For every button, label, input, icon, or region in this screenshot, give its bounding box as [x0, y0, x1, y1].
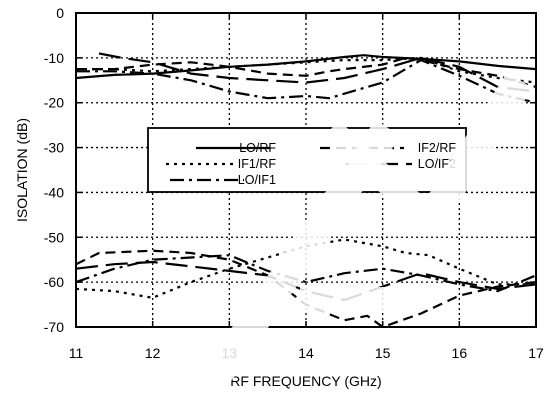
tick-marks: [75, 12, 537, 328]
watermark-stroke-1: [191, 119, 401, 394]
x-tick-label: 12: [145, 345, 161, 361]
series-lines: [75, 52, 537, 329]
y-axis-label: ISOLATION (dB): [14, 118, 30, 222]
series-line-lo-if2-8: [75, 260, 537, 302]
x-tick-label: 17: [528, 345, 544, 361]
legend-box: [147, 127, 467, 193]
x-tick-label: 14: [298, 345, 314, 361]
series-line-lo-if1-4: [76, 58, 537, 104]
x-tick-label: 15: [375, 345, 391, 361]
series-line-if2-rf-6: [75, 249, 537, 329]
tick-labels: 111213141516170-10-20-30-40-50-60-70: [44, 5, 544, 361]
legend-label-if1-rf: IF1/RF: [238, 157, 277, 171]
y-tick-label: -40: [44, 184, 64, 200]
legend-label-lo-rf: LO/RF: [239, 141, 276, 155]
y-tick-label: -10: [44, 50, 64, 66]
series-line-lo-if2-3: [98, 52, 537, 93]
watermark: [191, 71, 533, 394]
series-line-lo-rf-0: [75, 54, 537, 80]
y-tick-label: -50: [44, 229, 64, 245]
legend-label-lo-if1: LO/IF1: [238, 173, 276, 187]
y-tick-label: 0: [56, 5, 64, 21]
y-tick-label: -20: [44, 95, 64, 111]
series-line-if2-rf-1: [76, 56, 537, 89]
y-tick-label: -60: [44, 274, 64, 290]
x-tick-label: 16: [452, 345, 468, 361]
watermark-stroke-2: [321, 120, 439, 230]
watermark-stroke-4: [417, 71, 533, 229]
y-tick-label: -70: [44, 319, 64, 335]
x-tick-label: 11: [69, 345, 84, 361]
x-axis-label: RF FREQUENCY (GHz): [230, 373, 381, 389]
series-line-if1-rf-2: [76, 56, 537, 84]
y-tick-label: -30: [44, 140, 64, 156]
legend-label-if2-rf: IF2/RF: [418, 141, 457, 155]
